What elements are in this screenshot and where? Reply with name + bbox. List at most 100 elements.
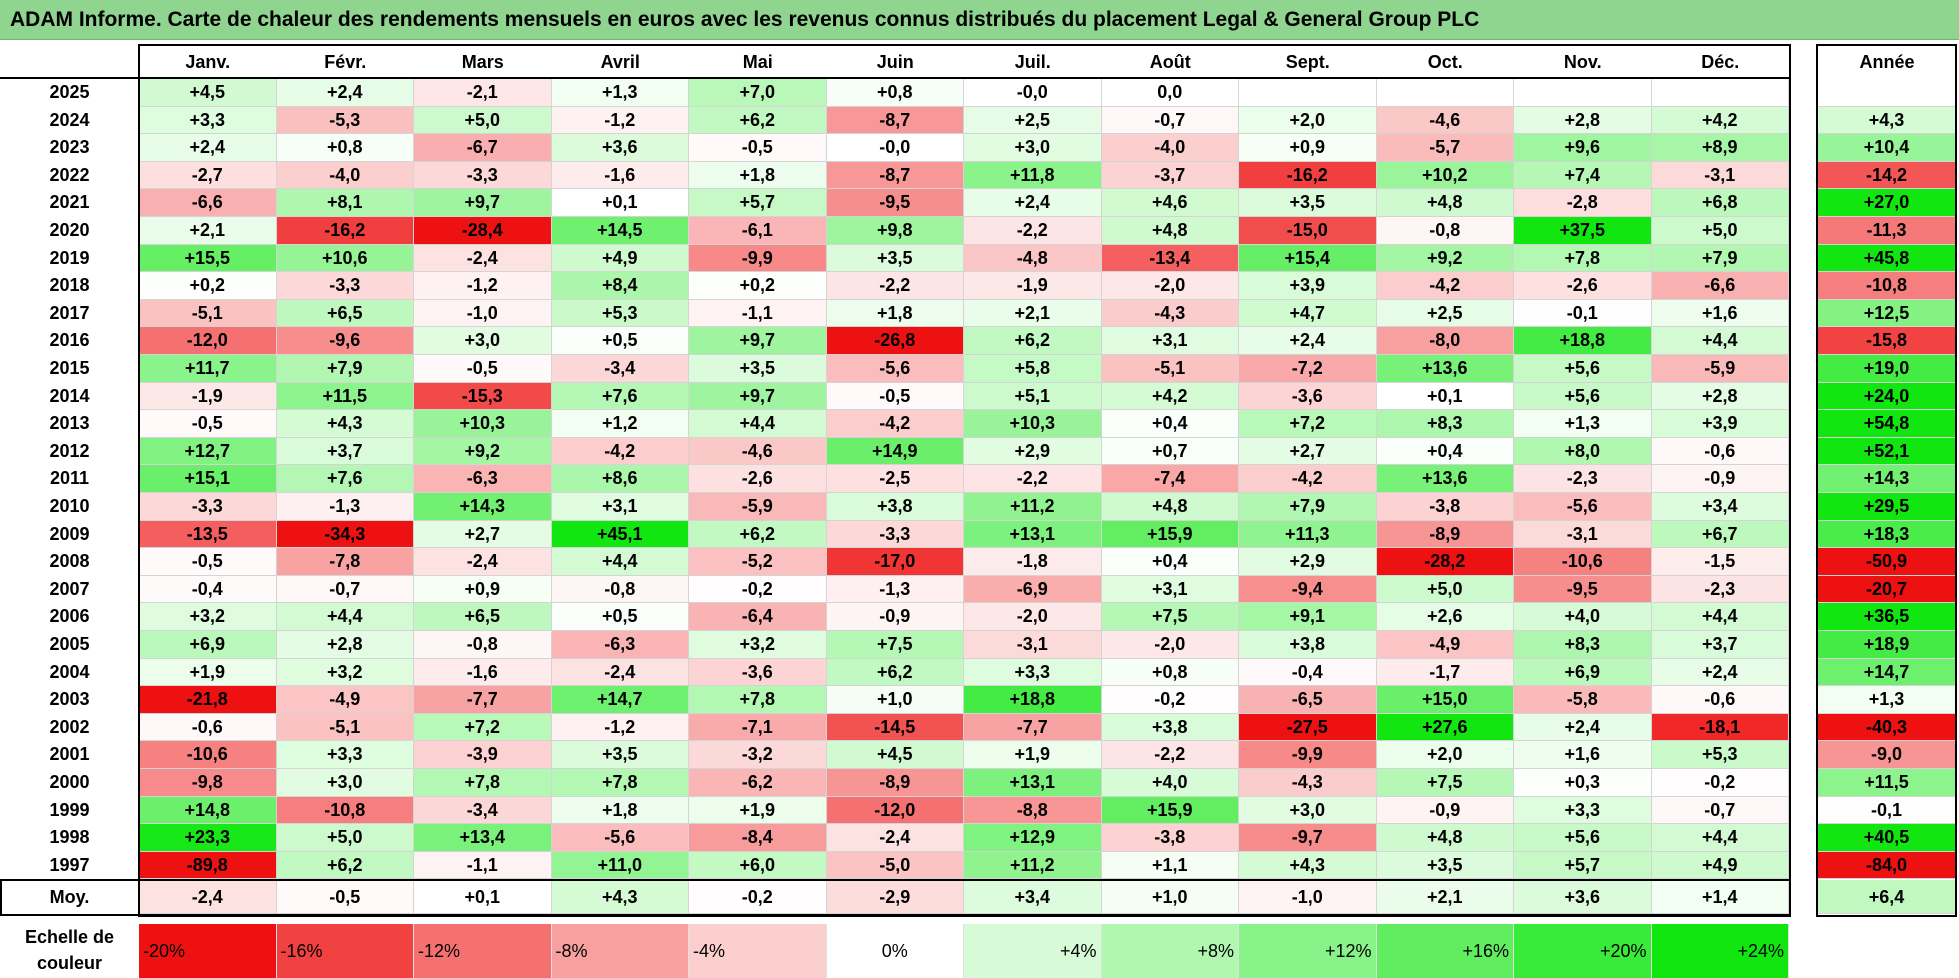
heatmap-cell: +37,5: [1514, 217, 1652, 245]
heatmap-cell: -5,7: [1376, 134, 1514, 162]
heatmap-cell: +1,2: [551, 410, 689, 438]
heatmap-cell: -0,8: [414, 631, 552, 659]
heatmap-cell: +11,0: [551, 851, 689, 880]
heatmap-cell: -15,0: [1239, 217, 1377, 245]
heatmap-cell: +1,6: [1651, 299, 1789, 328]
heatmap-cell: -5,8: [1514, 686, 1652, 714]
heatmap-cell: +1,1: [1101, 851, 1239, 880]
heatmap-cell: -6,9: [964, 575, 1102, 604]
heatmap-cell: -7,7: [414, 686, 552, 714]
heatmap-cell: -10,8: [276, 796, 414, 825]
heatmap-cell: +6,2: [276, 851, 414, 880]
heatmap-cell: 0,0: [1101, 79, 1239, 107]
heatmap-cell: +8,6: [551, 465, 689, 493]
heatmap-cell: +15,1: [139, 465, 277, 493]
annual-header: Année: [1818, 47, 1956, 77]
heatmap-cell: +9,6: [1514, 134, 1652, 162]
heatmap-cell: -8,9: [1376, 520, 1514, 549]
heatmap-cell: -0,9: [826, 603, 964, 631]
heatmap-cell: -1,2: [551, 713, 689, 742]
heatmap-cell: +0,5: [551, 603, 689, 631]
heatmap-cell: +11,2: [964, 493, 1102, 521]
year-label: 1999: [0, 796, 139, 825]
heatmap-cell: -4,8: [964, 244, 1102, 273]
heatmap-cell: +9,7: [689, 327, 827, 355]
heatmap-cell: -3,6: [1239, 382, 1377, 411]
heatmap-cell: +13,6: [1376, 355, 1514, 383]
heatmap-cell: -6,4: [689, 603, 827, 631]
heatmap-cell: +27,6: [1376, 713, 1514, 742]
heatmap-cell: -4,6: [1376, 106, 1514, 135]
average-separator: [0, 879, 1791, 881]
heatmap-cell: +1,8: [689, 161, 827, 190]
average-cell: -2,9: [826, 880, 964, 914]
heatmap-cell: -9,5: [1514, 575, 1652, 604]
heatmap-cell: +8,3: [1514, 631, 1652, 659]
heatmap-cell: +2,6: [1376, 603, 1514, 631]
year-label: 2006: [0, 603, 139, 631]
year-label: 2015: [0, 355, 139, 383]
year-column-left-line: [0, 879, 2, 916]
heatmap-cell: +2,8: [276, 631, 414, 659]
annual-cell: +45,8: [1818, 244, 1956, 273]
heatmap-cell: +3,4: [1651, 493, 1789, 521]
heatmap-cell: -4,3: [1101, 299, 1239, 328]
annual-cell: -40,3: [1818, 713, 1956, 742]
average-cell: +1,0: [1101, 880, 1239, 914]
heatmap-cell: -6,2: [689, 769, 827, 797]
heatmap-cell: +15,9: [1101, 796, 1239, 825]
heatmap-cell: -9,5: [826, 189, 964, 217]
heatmap-cell: +4,8: [1376, 824, 1514, 852]
year-label: 2019: [0, 244, 139, 273]
heatmap-cell: +7,5: [826, 631, 964, 659]
heatmap-cell: +0,9: [1239, 134, 1377, 162]
heatmap-cell: +2,8: [1651, 382, 1789, 411]
heatmap-cell: +5,3: [1651, 741, 1789, 769]
heatmap-cell: -0,2: [689, 575, 827, 604]
heatmap-cell: -3,3: [276, 272, 414, 300]
heatmap-cell: -0,2: [1651, 769, 1789, 797]
heatmap-cell: +5,6: [1514, 824, 1652, 852]
heatmap-cell: -6,3: [551, 631, 689, 659]
heatmap-cell: -2,4: [826, 824, 964, 852]
heatmap-cell: +4,8: [1376, 189, 1514, 217]
heatmap-cell: -0,7: [276, 575, 414, 604]
year-label: 2011: [0, 465, 139, 493]
heatmap-cell: +4,2: [1101, 382, 1239, 411]
heatmap-cell: -9,9: [1239, 741, 1377, 769]
color-scale-step: -16%: [276, 924, 414, 978]
heatmap-cell: +9,7: [414, 189, 552, 217]
year-label: 2021: [0, 189, 139, 217]
heatmap-cell: -1,8: [964, 548, 1102, 576]
heatmap-cell: -0,5: [139, 410, 277, 438]
annual-cell: -20,7: [1818, 575, 1956, 604]
heatmap-cell: -26,8: [826, 327, 964, 355]
annual-cell: +24,0: [1818, 382, 1956, 411]
heatmap-cell: +7,8: [689, 686, 827, 714]
heatmap-cell: -2,0: [1101, 272, 1239, 300]
heatmap-cell: -0,9: [1651, 465, 1789, 493]
heatmap-cell: -2,3: [1514, 465, 1652, 493]
heatmap-cell: +5,6: [1514, 355, 1652, 383]
year-label: 2024: [0, 106, 139, 135]
heatmap-cell: -3,4: [414, 796, 552, 825]
annual-cell: -9,0: [1818, 741, 1956, 769]
heatmap-cell: +7,5: [1376, 769, 1514, 797]
month-header: Sept.: [1239, 47, 1377, 77]
annual-cell: [1818, 79, 1956, 107]
heatmap-cell: +15,9: [1101, 520, 1239, 549]
heatmap-cell: +3,5: [1376, 851, 1514, 880]
month-header: Août: [1101, 47, 1239, 77]
annual-cell: -15,8: [1818, 327, 1956, 355]
heatmap-cell: -8,0: [1376, 327, 1514, 355]
heatmap-cell: -4,2: [826, 410, 964, 438]
month-header: Déc.: [1651, 47, 1789, 77]
heatmap-cell: -1,2: [414, 272, 552, 300]
heatmap-cell: +13,1: [964, 520, 1102, 549]
annual-cell: +40,5: [1818, 824, 1956, 852]
heatmap-cell: -12,0: [826, 796, 964, 825]
heatmap-cell: -14,5: [826, 713, 964, 742]
color-scale-step: +4%: [964, 924, 1102, 978]
heatmap-cell: -13,4: [1101, 244, 1239, 273]
annual-cell: +18,9: [1818, 631, 1956, 659]
